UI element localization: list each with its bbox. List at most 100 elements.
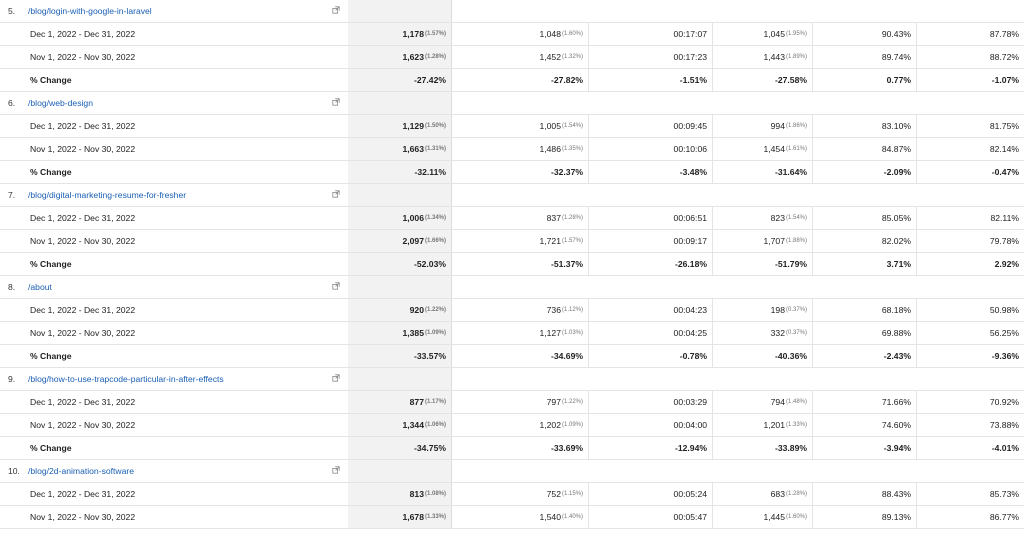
page-path-link[interactable]: /about	[28, 282, 52, 292]
cell-value: 1,005	[539, 121, 561, 131]
cell-value: 736	[546, 305, 561, 315]
entrances-cell: -31.64%	[713, 161, 813, 183]
row-number: 8.	[8, 282, 16, 292]
cell-value: 73.88%	[989, 420, 1019, 430]
cell-percent: (1.17%)	[424, 399, 446, 405]
avg-time-on-page-cell: 00:06:51	[589, 207, 713, 229]
cell-value: 00:17:23	[673, 52, 707, 62]
entrances-cell: 994 (1.86%)	[713, 115, 813, 137]
unique-pageviews-cell: 1,486 (1.35%)	[452, 138, 589, 160]
avg-time-on-page-cell: 00:09:45	[589, 115, 713, 137]
cell-value: 83.10%	[881, 121, 911, 131]
cell-percent: (1.06%)	[424, 422, 446, 428]
row-label: Nov 1, 2022 - Nov 30, 2022	[30, 512, 136, 522]
cell-value: 1,663	[402, 144, 424, 154]
bounce-rate-cell: 88.43%	[813, 483, 917, 505]
page-path-link[interactable]: /blog/login-with-google-in-laravel	[28, 6, 152, 16]
cell-value: -33.69%	[550, 443, 583, 453]
unique-pageviews-cell: 1,452 (1.32%)	[452, 46, 589, 68]
bounce-rate-cell: 90.43%	[813, 23, 917, 45]
avg-time-on-page-cell: 00:17:07	[589, 23, 713, 45]
pageviews-cell: 877 (1.17%)	[348, 391, 452, 413]
entrances-cell: -40.36%	[713, 345, 813, 367]
cell-value: 1,721	[539, 236, 561, 246]
cell-value: 813	[409, 489, 424, 499]
open-in-new-icon[interactable]	[332, 466, 340, 474]
page-path-link[interactable]: /blog/web-design	[28, 98, 93, 108]
page-cell: 6. /blog/web-design	[0, 92, 348, 114]
open-in-new-icon[interactable]	[332, 6, 340, 14]
date-range-cell: Dec 1, 2022 - Dec 31, 2022	[0, 207, 348, 229]
page-path-link[interactable]: /blog/2d-animation-software	[28, 466, 135, 476]
row-label: Nov 1, 2022 - Nov 30, 2022	[30, 420, 136, 430]
cell-value: 68.18%	[881, 305, 911, 315]
date-range-row: Dec 1, 2022 - Dec 31, 2022 1,178 (1.57%) 1,…	[0, 23, 1024, 46]
empty-cell	[452, 460, 457, 482]
cell-value: 87.78%	[989, 29, 1019, 39]
cell-value: 994	[770, 121, 785, 131]
cell-percent: (1.40%)	[561, 514, 583, 520]
bounce-rate-cell: 83.10%	[813, 115, 917, 137]
open-in-new-icon[interactable]	[332, 98, 340, 106]
row-label: Dec 1, 2022 - Dec 31, 2022	[30, 29, 136, 39]
entrances-cell: -27.58%	[713, 69, 813, 91]
cell-value: 82.14%	[989, 144, 1019, 154]
date-range-cell: Dec 1, 2022 - Dec 31, 2022	[0, 391, 348, 413]
cell-value: -3.48%	[679, 167, 707, 177]
cell-value: 79.78%	[989, 236, 1019, 246]
page-path-link[interactable]: /blog/how-to-use-trapcode-particular-in-…	[28, 374, 224, 384]
highlight-column-cell	[348, 184, 452, 206]
cell-value: 2,097	[402, 236, 424, 246]
avg-time-on-page-cell: 00:10:06	[589, 138, 713, 160]
entrances-cell: 1,201 (1.33%)	[713, 414, 813, 436]
open-in-new-icon[interactable]	[332, 374, 340, 382]
cell-value: -0.78%	[679, 351, 707, 361]
cell-percent: (1.50%)	[424, 123, 446, 129]
cell-value: 837	[546, 213, 561, 223]
open-in-new-icon[interactable]	[332, 190, 340, 198]
cell-value: 797	[546, 397, 561, 407]
cell-percent: (1.28%)	[785, 491, 807, 497]
avg-time-on-page-cell: 00:04:00	[589, 414, 713, 436]
bounce-rate-cell: 84.87%	[813, 138, 917, 160]
pageviews-cell: -27.42%	[348, 69, 452, 91]
entrances-cell: 1,443 (1.89%)	[713, 46, 813, 68]
cell-value: -51.37%	[550, 259, 583, 269]
cell-value: -1.51%	[679, 75, 707, 85]
cell-percent: (1.34%)	[424, 215, 446, 221]
page-path-link[interactable]: /blog/digital-marketing-resume-for-fresh…	[28, 190, 187, 200]
cell-percent: (1.60%)	[561, 31, 583, 37]
entrances-cell: 823 (1.54%)	[713, 207, 813, 229]
cell-value: 1,486	[539, 144, 561, 154]
open-in-new-icon[interactable]	[332, 282, 340, 290]
row-label: % Change	[30, 167, 72, 177]
date-range-row: Dec 1, 2022 - Dec 31, 2022 877 (1.17%) 797 (…	[0, 391, 1024, 414]
cell-percent: (1.54%)	[785, 215, 807, 221]
avg-time-on-page-cell: 00:17:23	[589, 46, 713, 68]
avg-time-on-page-cell: 00:05:24	[589, 483, 713, 505]
unique-pageviews-cell: -33.69%	[452, 437, 589, 459]
exit-rate-cell: 86.77%	[917, 506, 1024, 528]
cell-value: 90.43%	[881, 29, 911, 39]
pageviews-cell: 920 (1.22%)	[348, 299, 452, 321]
cell-value: 70.92%	[989, 397, 1019, 407]
avg-time-on-page-cell: 00:04:23	[589, 299, 713, 321]
bounce-rate-cell: -3.94%	[813, 437, 917, 459]
cell-value: 1,006	[402, 213, 424, 223]
date-range-cell: Dec 1, 2022 - Dec 31, 2022	[0, 483, 348, 505]
cell-percent: (1.15%)	[561, 491, 583, 497]
exit-rate-cell: 82.11%	[917, 207, 1024, 229]
pageviews-cell: -33.57%	[348, 345, 452, 367]
exit-rate-cell: 50.98%	[917, 299, 1024, 321]
cell-value: -3.94%	[883, 443, 911, 453]
percent-change-row: % Change -52.03% -51.37% -26.18% -51.79% 3.71…	[0, 253, 1024, 276]
exit-rate-cell: -1.07%	[917, 69, 1024, 91]
cell-value: 920	[409, 305, 424, 315]
date-range-row: Nov 1, 2022 - Nov 30, 2022 1,663 (1.31%) 1,…	[0, 138, 1024, 161]
highlight-column-cell	[348, 92, 452, 114]
exit-rate-cell: 88.72%	[917, 46, 1024, 68]
unique-pageviews-cell: -27.82%	[452, 69, 589, 91]
cell-value: 332	[770, 328, 785, 338]
bounce-rate-cell: 85.05%	[813, 207, 917, 229]
